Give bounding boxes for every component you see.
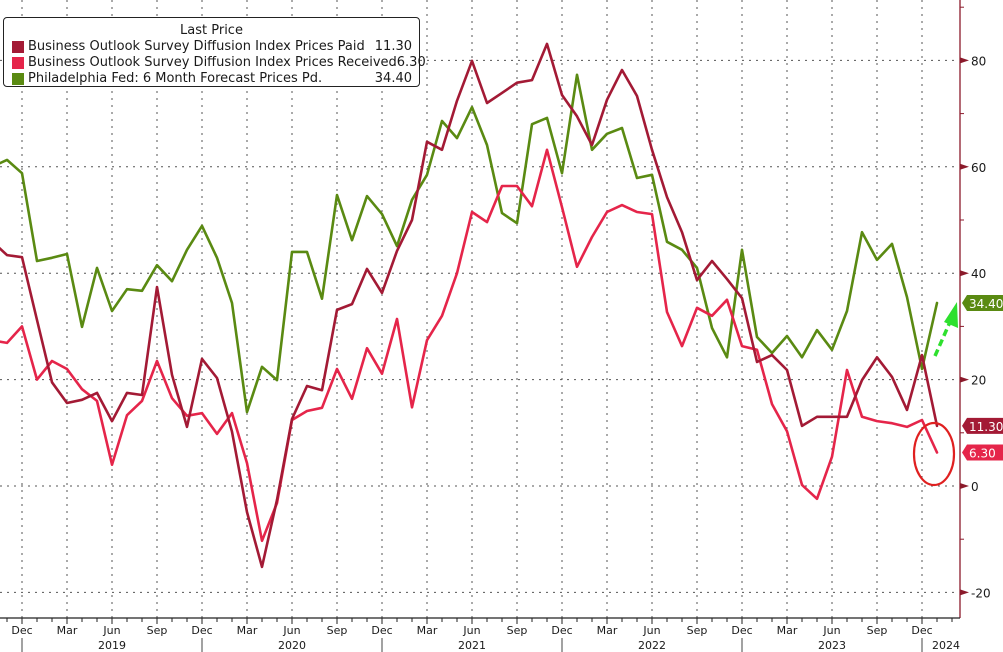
y-tick-marker <box>960 57 969 64</box>
x-tick-label: Dec <box>11 624 32 637</box>
series-line-prices-paid <box>0 42 939 569</box>
y-tick-marker <box>960 483 969 489</box>
legend: Last Price Business Outlook Survey Diffu… <box>3 17 426 87</box>
x-tick-label: Dec <box>371 624 392 637</box>
y-tick-label: 40 <box>971 267 986 281</box>
x-year-label: 2024 <box>932 639 960 652</box>
y-tick-label: 20 <box>971 374 986 388</box>
highlight-ellipse <box>912 421 956 487</box>
series-line-forecast-prices <box>0 73 939 414</box>
last-value-tag-forecast-prices: 34.40 <box>962 294 1003 311</box>
legend-item-prices-paid: Business Outlook Survey Diffusion Index … <box>4 39 419 55</box>
legend-label: Philadelphia Fed: 6 Month Forecast Price… <box>28 71 323 86</box>
x-tick-label: Dec <box>191 624 212 637</box>
x-tick-label: Jun <box>642 624 660 637</box>
x-tick-label: Sep <box>867 624 888 637</box>
legend-label: Business Outlook Survey Diffusion Index … <box>28 39 365 54</box>
last-value-tag-prices-paid: 11.30 <box>962 417 1003 434</box>
y-tick-label: 80 <box>971 54 986 68</box>
x-axis: Dec Mar Jun Sep Dec Mar Jun Sep Dec Mar Jun Sep Dec M… <box>0 617 960 652</box>
x-tick-label: Mar <box>237 624 258 637</box>
legend-value: 6.30 <box>396 55 426 70</box>
series-lines <box>0 42 939 569</box>
x-tick-label: Jun <box>102 624 120 637</box>
x-year-label: 2019 <box>98 639 126 652</box>
legend-value: 11.30 <box>374 39 412 54</box>
y-tick-label: 0 <box>971 480 979 494</box>
y-tick-marker <box>960 376 969 383</box>
tag-label: 11.30 <box>969 420 1003 434</box>
x-tick-label: Mar <box>597 624 618 637</box>
dashed-arrow-head <box>944 302 958 328</box>
y-axis: 80 60 40 20 0 -20 <box>959 0 991 618</box>
last-value-tag-prices-received: 6.30 <box>962 444 1003 461</box>
x-tick-label: Dec <box>911 624 932 637</box>
last-value-tags: 34.40 11.30 6.30 <box>962 294 1003 461</box>
x-tick-label: Mar <box>57 624 78 637</box>
x-tick-label: Sep <box>507 624 528 637</box>
legend-label: Business Outlook Survey Diffusion Index … <box>28 55 397 70</box>
x-tick-label: Mar <box>777 624 798 637</box>
legend-item-forecast-prices: Philadelphia Fed: 6 Month Forecast Price… <box>4 71 419 87</box>
tag-label: 34.40 <box>969 297 1003 311</box>
x-year-label: 2023 <box>818 639 846 652</box>
grid-lines <box>0 0 956 618</box>
tag-background <box>962 444 1003 461</box>
tag-label: 6.30 <box>969 446 996 460</box>
legend-title: Last Price <box>180 23 243 38</box>
x-year-label: 2020 <box>278 639 306 652</box>
x-tick-label: Dec <box>551 624 572 637</box>
x-tick-label: Jun <box>462 624 480 637</box>
legend-swatch-forecast-prices <box>12 73 24 85</box>
tag-background <box>962 294 1003 311</box>
y-tick-label: -20 <box>971 586 991 600</box>
x-tick-label: Sep <box>687 624 708 637</box>
x-tick-label: Sep <box>327 624 348 637</box>
x-tick-label: Jun <box>282 624 300 637</box>
y-tick-marker <box>960 270 969 277</box>
legend-swatch-prices-paid <box>12 41 24 53</box>
tag-background <box>962 417 1003 434</box>
x-year-label: 2021 <box>458 639 486 652</box>
dashed-arrow-shaft <box>933 321 952 357</box>
y-tick-label: 60 <box>971 161 986 175</box>
x-year-label: 2022 <box>638 639 666 652</box>
y-tick-marker <box>960 589 969 596</box>
x-tick-label: Sep <box>147 624 168 637</box>
annotations <box>912 302 958 487</box>
legend-value: 34.40 <box>374 71 412 86</box>
x-tick-label: Jun <box>822 624 840 637</box>
x-tick-label: Mar <box>417 624 438 637</box>
legend-swatch-prices-received <box>12 57 24 69</box>
x-tick-label: Dec <box>731 624 752 637</box>
series-line-prices-received <box>0 148 939 543</box>
legend-item-prices-received: Business Outlook Survey Diffusion Index … <box>4 55 426 71</box>
y-tick-marker <box>960 163 969 170</box>
